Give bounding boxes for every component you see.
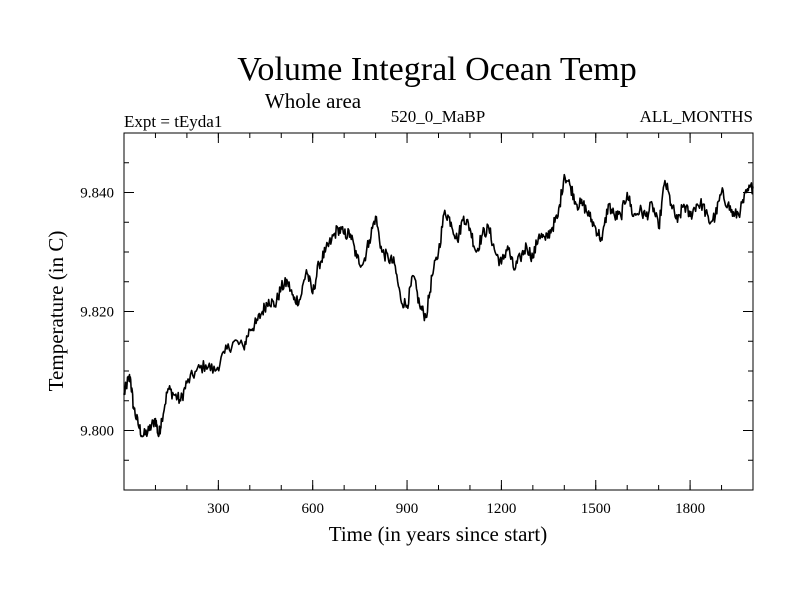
x-tick-label: 1800 xyxy=(675,501,705,517)
x-tick-label: 1200 xyxy=(486,501,516,517)
chart-title: Volume Integral Ocean Temp xyxy=(237,51,637,88)
period-label: 520_0_MaBP xyxy=(391,107,485,126)
axis-tick-labels: 300 600 900 1200 1500 1800 9.800 9.820 9.840 xyxy=(80,186,705,518)
y-axis-label: Temperature (in C) xyxy=(44,231,68,392)
x-tick-label: 600 xyxy=(301,501,324,517)
experiment-label: Expt = tEyda1 xyxy=(124,112,222,131)
x-tick-label: 900 xyxy=(396,501,419,517)
plot-frame xyxy=(123,132,754,491)
y-tick-label: 9.800 xyxy=(80,424,114,440)
y-tick-label: 9.840 xyxy=(80,186,114,202)
chart-subtitle: Whole area xyxy=(265,89,362,113)
months-label: ALL_MONTHS xyxy=(640,107,753,126)
x-axis-label: Time (in years since start) xyxy=(329,522,548,546)
axis-ticks xyxy=(124,133,753,490)
series-line xyxy=(123,173,754,438)
x-tick-label: 300 xyxy=(207,501,230,517)
x-tick-label: 1500 xyxy=(581,501,611,517)
y-tick-label: 9.820 xyxy=(80,305,114,321)
